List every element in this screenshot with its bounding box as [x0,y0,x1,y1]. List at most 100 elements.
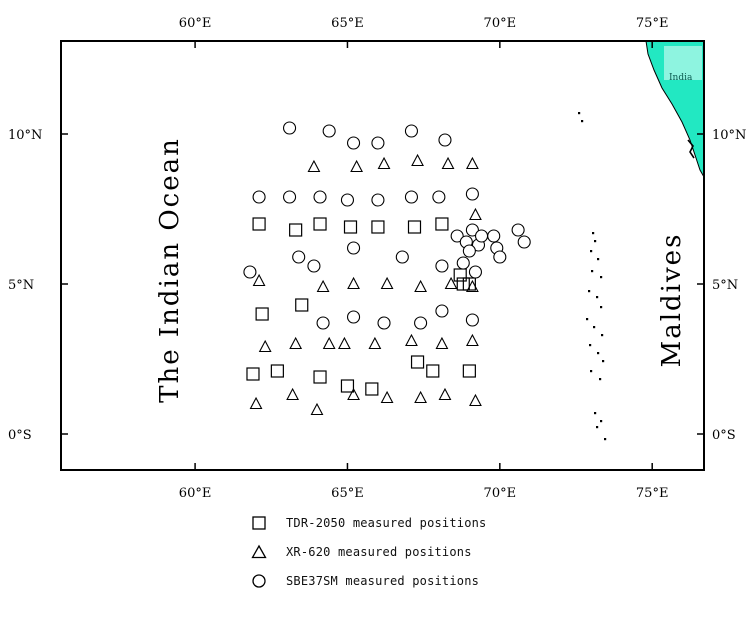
y-tick-label-left: 5°N [8,278,34,293]
sbe37sm-point [487,229,501,243]
xr-620-point [441,156,455,170]
xr-620-point [322,336,336,350]
sbe37sm-point [404,124,419,138]
x-tick-label-bottom: 70°E [484,486,517,501]
sbe37sm-point [517,235,531,249]
xr-620-point [286,387,300,401]
legend-label-tdr: TDR-2050 measured positions [286,515,487,530]
triangle-marker-icon [251,544,267,558]
maldives-atoll [593,326,596,329]
tdr-2050-point [252,217,266,231]
xr-620-point [337,336,351,350]
xr-620-point [347,387,360,401]
sbe37sm-point [340,193,355,207]
square-marker-icon [252,515,266,530]
sbe37sm-point [395,250,409,264]
tdr-2050-point [289,223,303,237]
maldives-atoll [602,360,605,363]
x-tick-label-bottom: 65°E [331,486,364,501]
xr-620-point [444,276,458,290]
xr-620-point [316,279,330,293]
maldives-atoll [597,352,600,355]
sbe37sm-point [456,256,470,270]
country-label: Maldives [657,233,687,368]
xr-620-point [249,396,263,410]
tdr-2050-point [340,379,355,393]
maldives-atoll [599,378,602,381]
sbe37sm-point [322,124,336,138]
maldives-atoll [590,370,593,373]
sbe37sm-point [346,310,361,324]
xr-620-point [347,276,360,290]
sbe37sm-point [371,193,385,207]
sbe37sm-point [465,223,479,237]
x-tick-label-top: 65°E [331,16,364,31]
xr-620-point [289,336,303,350]
tdr-2050-point [410,355,425,369]
xr-620-point [435,336,449,350]
maldives-atoll [596,296,599,299]
tdr-2050-point [295,298,309,312]
xr-620-point [414,279,428,293]
xr-620-point [307,159,321,173]
ocean-label: The Indian Ocean [155,137,185,403]
sbe37sm-point [346,136,361,150]
sbe37sm-point [465,313,479,327]
maldives-atoll [600,306,603,309]
xr-620-point [350,159,364,173]
sbe37sm-point [292,250,306,264]
xr-620-point [377,156,391,170]
maldives-atoll [604,438,607,441]
xr-620-point [405,333,418,347]
maldives-atoll [601,334,604,337]
maldives-atoll [588,290,591,293]
xr-620-point [368,336,382,350]
sbe37sm-point [432,190,446,204]
maldives-atoll [600,276,603,279]
circle-marker-icon [252,573,266,588]
tdr-2050-point [270,364,284,378]
xr-620-point [469,207,482,221]
tdr-2050-point [407,220,422,234]
sbe37sm-point [307,259,321,273]
legend-item-sbe: SBE37SM measured positions [246,566,606,595]
sbe37sm-point [435,259,449,273]
sbe37sm-point [346,241,361,255]
sbe37sm-point [465,187,479,201]
legend-label-xr: XR-620 measured positions [286,544,472,559]
xr-620-point [414,390,428,404]
y-tick-label-right: 10°N [712,128,746,143]
x-tick-label-top: 60°E [179,16,212,31]
xr-620-point [465,333,479,347]
legend-item-xr: XR-620 measured positions [246,537,606,566]
sbe37sm-point [371,136,385,150]
tdr-2050-point [426,364,440,378]
y-tick-label-left: 0°S [8,428,32,443]
maldives-atoll [581,120,584,123]
xr-620-point [438,387,452,401]
maldives-atoll [600,420,603,423]
xr-620-point [469,393,482,407]
sbe37sm-point [377,316,391,330]
sbe37sm-point [511,223,525,237]
xr-620-point [465,279,479,293]
map-frame [60,40,705,471]
tdr-2050-point [313,370,327,384]
maldives-atoll [590,250,593,253]
xr-620-point [411,153,424,167]
sbe37sm-point [283,121,297,135]
tdr-2050-point [313,217,327,231]
xr-620-point [252,273,266,287]
sbe37sm-point [316,316,330,330]
legend-label-sbe: SBE37SM measured positions [286,573,480,588]
maldives-atoll [597,258,600,261]
sbe37sm-point [468,265,482,279]
xr-620-point [380,276,394,290]
tdr-2050-point [371,220,385,234]
tdr-2050-point [365,382,379,396]
maldives-atoll [591,270,594,273]
coast-detail [687,139,695,159]
tdr-2050-point [246,367,260,381]
maldives-atoll [594,412,597,415]
